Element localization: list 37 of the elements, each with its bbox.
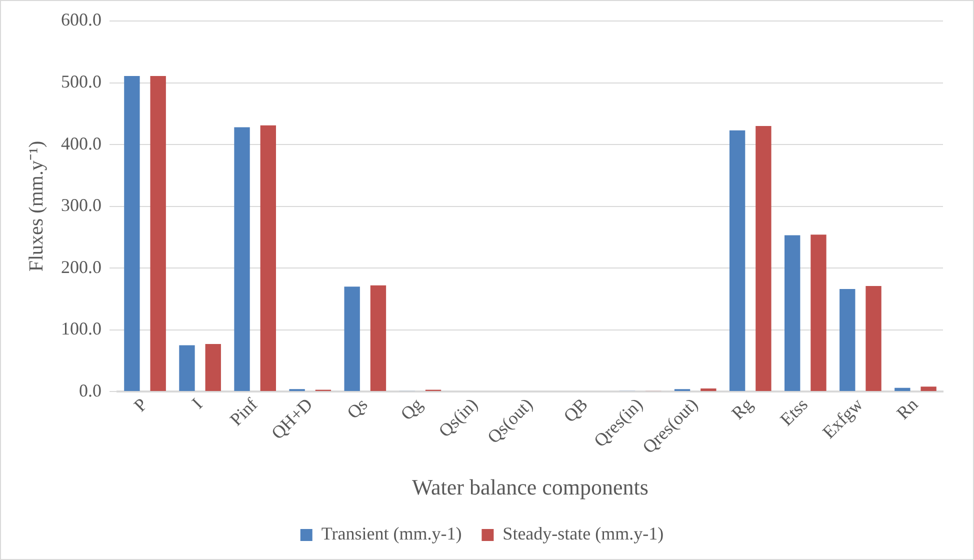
- x-tick-label: Rg: [728, 394, 757, 424]
- bar: [260, 125, 276, 392]
- x-tick-label: I: [188, 394, 206, 413]
- x-tick-label: QB: [560, 394, 592, 426]
- x-tick-label: Etss: [776, 394, 812, 430]
- bar: [840, 289, 856, 392]
- y-tick-label: 300.0: [61, 195, 102, 216]
- bar: [234, 127, 250, 392]
- bar: [700, 388, 716, 392]
- x-tick-label: Rn: [892, 394, 922, 424]
- bar: [920, 386, 936, 392]
- bar: [756, 126, 772, 392]
- bar: [370, 285, 386, 392]
- y-tick-label: 500.0: [61, 71, 102, 92]
- x-tick-label: Qs: [343, 394, 372, 423]
- x-axis-title: Water balance components: [412, 474, 648, 500]
- legend-label: Transient (mm.y-1): [321, 524, 462, 544]
- y-tick-label: 0.0: [79, 380, 102, 400]
- bar: [894, 388, 910, 392]
- bar: [729, 130, 746, 392]
- y-tick-label: 600.0: [61, 10, 102, 30]
- bar: [866, 286, 882, 392]
- bar: [784, 235, 800, 392]
- x-tick-label: P: [130, 394, 152, 416]
- bar: [205, 344, 221, 392]
- bar: [150, 76, 166, 392]
- y-tick-label: 100.0: [61, 318, 102, 339]
- y-tick-label: 200.0: [61, 256, 102, 277]
- y-axis-title: Fluxes (mm.y⁻¹): [25, 140, 48, 272]
- y-tick-label: 400.0: [61, 133, 102, 154]
- bar: [344, 286, 360, 392]
- x-tick-label: Pinf: [226, 394, 262, 430]
- bar: [179, 345, 195, 392]
- legend-label: Steady-state (mm.y-1): [502, 524, 664, 544]
- bar: [810, 234, 826, 392]
- bar: [124, 76, 140, 392]
- x-tick-label: Qg: [396, 394, 426, 424]
